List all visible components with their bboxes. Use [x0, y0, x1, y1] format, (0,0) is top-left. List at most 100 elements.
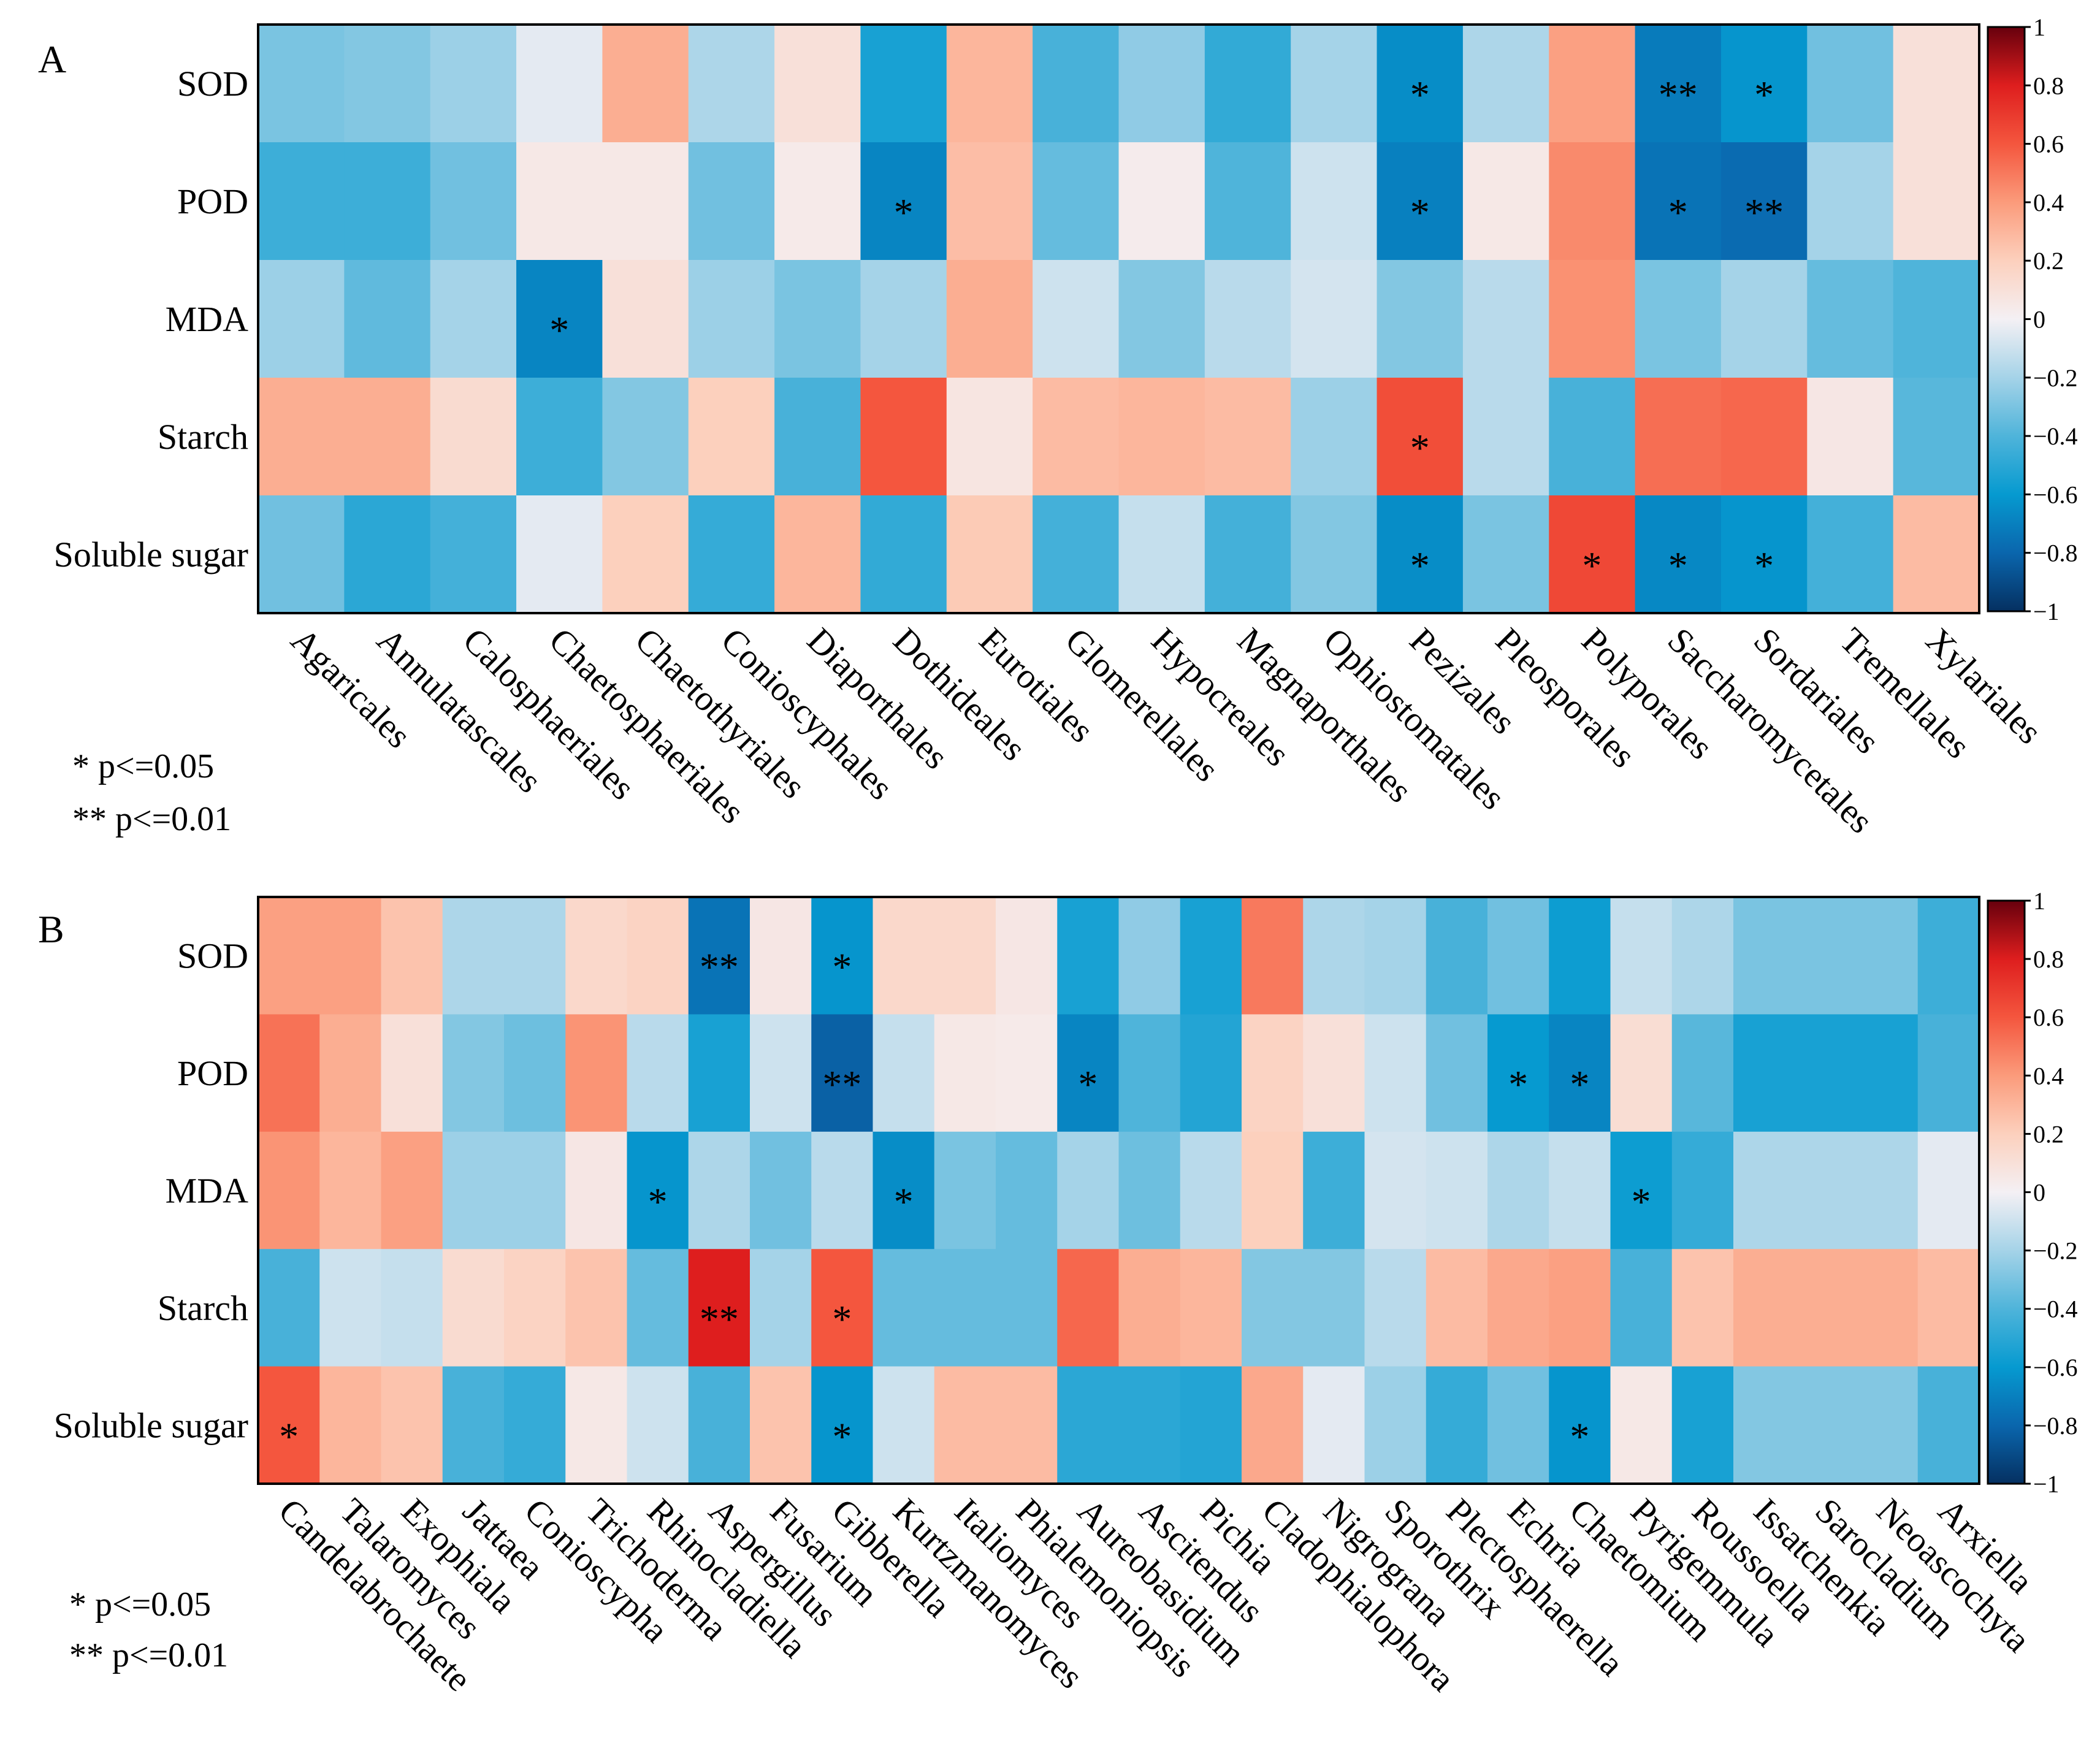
heatmap-cell-pod-phialemoniopsis — [996, 1014, 1058, 1132]
heatmap-cell-pod-jattaea — [442, 1014, 505, 1132]
heatmap-cell-starch-glomerellales — [1033, 378, 1120, 496]
heatmap-cell-sod-sporothrix — [1364, 897, 1427, 1015]
heatmap-cell-pod-issatchenkia — [1733, 1014, 1795, 1132]
panel-a-colorbar-ticks: 1 0.8 0.6 0.4 0.2 0 −0.2 −0.4 −0.6 −0.8 −1 — [2025, 13, 2078, 625]
heatmap-cell-mda-kurtzmanomyces — [872, 1131, 935, 1250]
panel-b-colorbar-gradient — [1988, 901, 2025, 1484]
colorbar-tick-label: 0.4 — [2033, 1062, 2064, 1089]
panel-b-frame — [257, 896, 1980, 1485]
significance-mark: * — [1632, 1180, 1651, 1224]
heatmap-cell-pod-ascitendus — [1118, 1014, 1181, 1132]
panel-b-colorbar: 1 0.8 0.6 0.4 0.2 0 −0.2 −0.4 −0.6 −0.8 −1 — [1987, 887, 2078, 1498]
heatmap-cell-pod-fusarium — [750, 1014, 812, 1132]
heatmap-cell-soluble-sugar-eurotiales — [946, 495, 1033, 614]
heatmap-cell-mda-chaetosphaeriales — [516, 260, 603, 378]
heatmap-cell-soluble-sugar-xylariales — [1893, 495, 1980, 614]
heatmap-cell-starch-agaricales — [258, 378, 345, 496]
legend-p005: * p<=0.05 — [69, 1585, 211, 1624]
colorbar-tick-label: 1 — [2033, 13, 2045, 41]
heatmap-cell-mda-trichoderma — [565, 1131, 628, 1250]
heatmap-cell-starch-phialemoniopsis — [996, 1249, 1058, 1367]
heatmap-cell-pod-cladophialophora — [1242, 1014, 1304, 1132]
heatmap-cell-pod-hypocreales — [1118, 142, 1205, 261]
heatmap-cell-starch-chaetosphaeriales — [516, 378, 603, 496]
significance-mark: * — [894, 191, 914, 234]
heatmap-cell-mda-roussoella — [1671, 1131, 1734, 1250]
heatmap-cell-starch-calosphaeriales — [430, 378, 517, 496]
row-label-soluble-sugar: Soluble sugar — [54, 1405, 248, 1445]
heatmap-cell-mda-magnaporthales — [1204, 260, 1291, 378]
heatmap-cell-pod-ophiostomatales — [1291, 142, 1378, 261]
heatmap-cell-starch-hypocreales — [1118, 378, 1205, 496]
heatmap-cell-soluble-sugar-sporothrix — [1364, 1366, 1427, 1484]
heatmap-cell-sod-pichia — [1180, 897, 1242, 1015]
heatmap-cell-pod-talaromyces — [319, 1014, 382, 1132]
heatmap-cell-starch-eurotiales — [946, 378, 1033, 496]
heatmap-cell-mda-diaporthales — [774, 260, 861, 378]
heatmap-cell-starch-conioscyphales — [688, 378, 775, 496]
heatmap-cell-starch-roussoella — [1671, 1249, 1734, 1367]
heatmap-cell-mda-xylariales — [1893, 260, 1980, 378]
heatmap-cell-pod-kurtzmanomyces — [872, 1014, 935, 1132]
heatmap-cell-starch-fusarium — [750, 1249, 812, 1367]
heatmap-cell-soluble-sugar-exophiala — [381, 1366, 443, 1484]
heatmap-cell-sod-cladophialophora — [1242, 897, 1304, 1015]
heatmap-cell-sod-dothideales — [860, 25, 947, 143]
heatmap-cell-starch-sordariales — [1720, 378, 1808, 496]
heatmap-cell-soluble-sugar-conioscyphales — [688, 495, 775, 614]
panel-b-column-labels: CandelabrochaeteTalaromycesExophialaJatt… — [271, 1490, 2041, 1699]
heatmap-cell-pod-pyrigemmula — [1610, 1014, 1673, 1132]
panel-a-frame — [257, 23, 1980, 614]
heatmap-cell-pod-conioscyphales — [688, 142, 775, 261]
heatmap-cell-pod-aureobasidium — [1057, 1014, 1120, 1132]
panel-b-row-labels: SOD POD MDA Starch Soluble sugar — [54, 936, 248, 1446]
heatmap-cell-mda-nigrograna — [1303, 1131, 1365, 1250]
heatmap-cell-starch-aspergillus — [688, 1249, 750, 1367]
heatmap-cell-soluble-sugar-pyrigemmula — [1610, 1366, 1673, 1484]
heatmap-cell-starch-candelabrochaete — [258, 1249, 320, 1367]
heatmap-cell-pod-annulatascales — [344, 142, 431, 261]
heatmap-cell-soluble-sugar-sordariales — [1720, 495, 1808, 614]
heatmap-cell-pod-diaporthales — [774, 142, 861, 261]
significance-mark: * — [648, 1180, 668, 1224]
heatmap-cell-mda-chaetothyriales — [602, 260, 689, 378]
heatmap-cell-soluble-sugar-dothideales — [860, 495, 947, 614]
heatmap-cell-pod-candelabrochaete — [258, 1014, 320, 1132]
heatmap-cell-sod-pyrigemmula — [1610, 897, 1673, 1015]
heatmap-cell-sod-candelabrochaete — [258, 897, 320, 1015]
panel-a-row-labels: SOD POD MDA Starch Soluble sugar — [54, 64, 248, 574]
heatmap-cell-starch-rhinocladiella — [627, 1249, 689, 1367]
heatmap-cell-soluble-sugar-chaetothyriales — [602, 495, 689, 614]
panel-letter-b: B — [38, 907, 64, 951]
heatmap-cell-mda-agaricales — [258, 260, 345, 378]
heatmap-cell-mda-fusarium — [750, 1131, 812, 1250]
row-label-sod: SOD — [177, 936, 248, 976]
heatmap-cell-starch-italiomyces — [934, 1249, 996, 1367]
heatmap-cell-soluble-sugar-cladophialophora — [1242, 1366, 1304, 1484]
heatmap-cell-sod-trichoderma — [565, 897, 628, 1015]
heatmap-cell-sod-nigrograna — [1303, 897, 1365, 1015]
significance-mark: * — [279, 1414, 299, 1458]
heatmap-cell-soluble-sugar-gibberella — [811, 1366, 874, 1484]
colorbar-tick-label: −0.8 — [2033, 1412, 2078, 1440]
heatmap-cell-starch-pleosporales — [1462, 378, 1549, 496]
significance-mark: ** — [700, 1297, 739, 1341]
heatmap-cell-sod-phialemoniopsis — [996, 897, 1058, 1015]
heatmap-panel-b: B SOD POD MDA Starch Soluble sugar Candelabr… — [38, 887, 2078, 1699]
significance-mark: * — [894, 1180, 914, 1224]
colorbar-tick-label: 0.2 — [2033, 1120, 2064, 1148]
colorbar-tick-label: −0.2 — [2033, 364, 2078, 392]
heatmap-cell-soluble-sugar-magnaporthales — [1204, 495, 1291, 614]
heatmap-cell-mda-echria — [1487, 1131, 1549, 1250]
heatmap-cell-mda-sordariales — [1720, 260, 1808, 378]
heatmap-cell-soluble-sugar-fusarium — [750, 1366, 812, 1484]
significance-mark: ** — [700, 945, 739, 989]
heatmap-cell-sod-eurotiales — [946, 25, 1033, 143]
heatmap-cell-starch-aureobasidium — [1057, 1249, 1120, 1367]
heatmap-cell-mda-gibberella — [811, 1131, 874, 1250]
heatmap-cell-soluble-sugar-issatchenkia — [1733, 1366, 1795, 1484]
heatmap-cell-soluble-sugar-chaetomium — [1549, 1366, 1611, 1484]
heatmap-cell-sod-aureobasidium — [1057, 897, 1120, 1015]
heatmap-cell-sod-neoascochyta — [1856, 897, 1919, 1015]
